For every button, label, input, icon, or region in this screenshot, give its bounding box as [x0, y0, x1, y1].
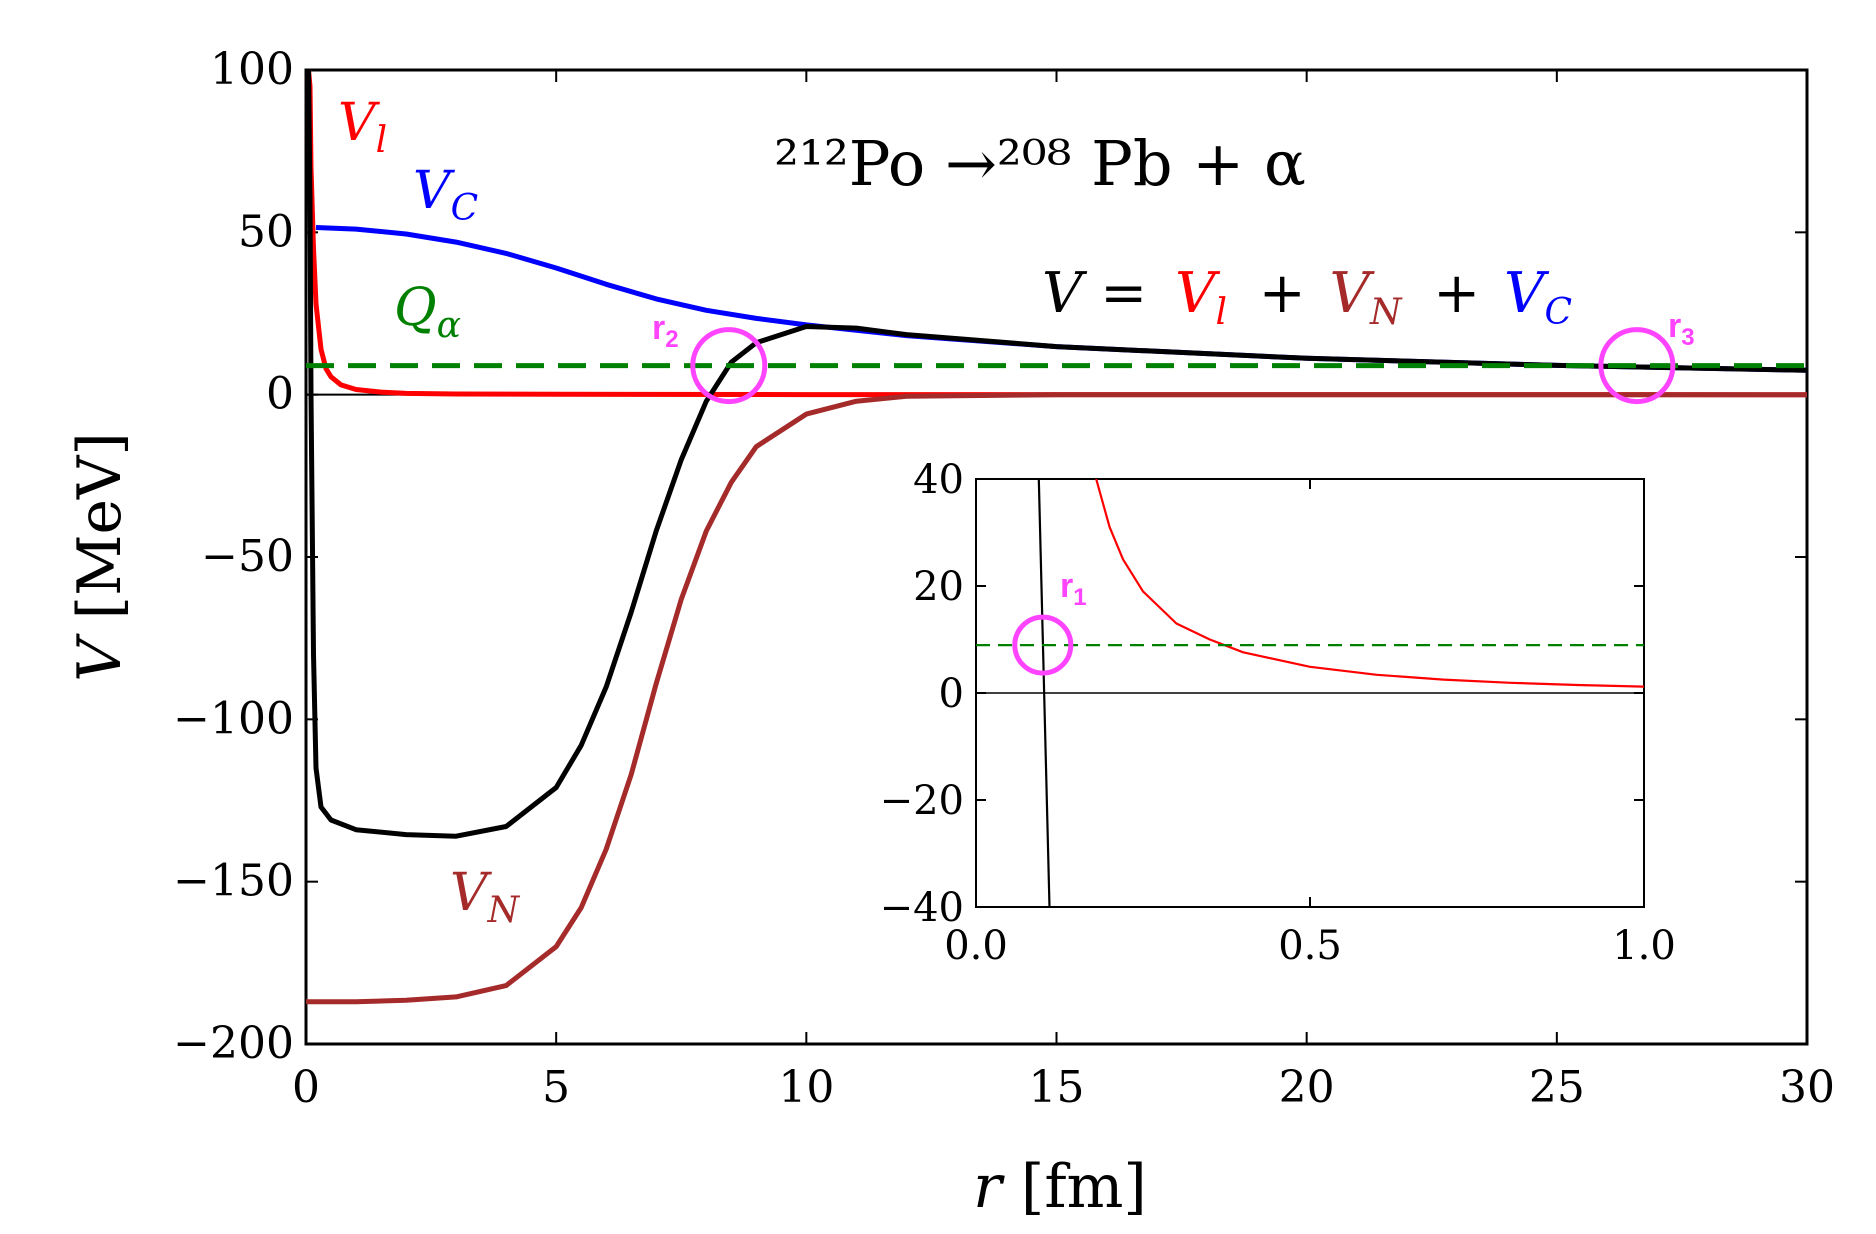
y-tick-label: −20 — [880, 778, 964, 824]
y-tick-label: 0 — [266, 369, 294, 420]
equation-term-vn: V — [1330, 261, 1376, 326]
series-v — [1037, 479, 1051, 907]
x-tick-label: 25 — [1529, 1062, 1585, 1113]
label-q-alpha: Qα — [394, 278, 461, 346]
svg-text:V = Vl + VN: V = Vl + VN + VC — [1042, 261, 1572, 338]
marker-r1 — [1012, 614, 1074, 676]
y-axis-label: V [MeV] — [65, 432, 135, 682]
y-tick-label: 0 — [939, 671, 964, 717]
series-v-l — [1095, 479, 1644, 688]
equation-lhs: V = — [1042, 261, 1147, 326]
label-vl: Vl — [338, 93, 387, 161]
y-tick-label: −100 — [173, 693, 294, 744]
inset-curves — [976, 479, 1644, 907]
inset-plot: 0.0 0.5 1.0 40 20 0 −20 −40 r1 — [880, 457, 1676, 969]
y-tick-label: 50 — [238, 206, 294, 257]
marker-label-r2: r2 — [652, 309, 679, 353]
series-v-l — [306, 70, 1807, 398]
y-tick-label: 20 — [913, 564, 964, 610]
main-markers — [690, 327, 1676, 405]
x-tick-label: 5 — [542, 1062, 570, 1113]
y-tick-label: −40 — [880, 885, 964, 931]
marker-label-r3: r3 — [1668, 307, 1695, 351]
marker-label-r1: r1 — [1060, 567, 1087, 611]
equation-plus-2: + — [1433, 261, 1480, 326]
equation-legend: V = Vl + VN + VC — [1042, 261, 1572, 338]
x-tick-label: 0.5 — [1278, 923, 1342, 969]
y-tick-label: 40 — [913, 457, 964, 503]
x-axis-label: r [fm] — [973, 1152, 1147, 1222]
y-tick-label: 100 — [210, 44, 294, 95]
marker-r2 — [690, 327, 768, 405]
inset-ticks: 0.0 0.5 1.0 40 20 0 −20 −40 — [880, 457, 1676, 969]
label-vc: VC — [413, 161, 478, 229]
label-vn: VN — [450, 863, 521, 931]
x-tick-label: 1.0 — [1612, 923, 1676, 969]
chart-title: ²¹²Po →²⁰⁸ Pb + α — [774, 127, 1306, 200]
series-v — [306, 70, 1807, 839]
series-v-n — [306, 392, 1807, 1005]
equation-term-vl: V — [1175, 261, 1221, 326]
y-tick-label: −150 — [173, 856, 294, 907]
inset-markers — [1012, 614, 1074, 676]
x-tick-label: 0 — [292, 1062, 320, 1113]
y-tick-label: −50 — [201, 531, 294, 582]
equation-plus-1: + — [1259, 261, 1306, 326]
marker-r3 — [1598, 327, 1676, 405]
x-tick-label: 0.0 — [944, 923, 1008, 969]
x-tick-label: 30 — [1779, 1062, 1835, 1113]
x-tick-label: 20 — [1279, 1062, 1335, 1113]
x-tick-label: 10 — [778, 1062, 834, 1113]
main-curves — [306, 70, 1807, 1005]
x-tick-label: 15 — [1029, 1062, 1085, 1113]
y-tick-label: −200 — [173, 1018, 294, 1069]
equation-term-vc: V — [1504, 261, 1550, 326]
